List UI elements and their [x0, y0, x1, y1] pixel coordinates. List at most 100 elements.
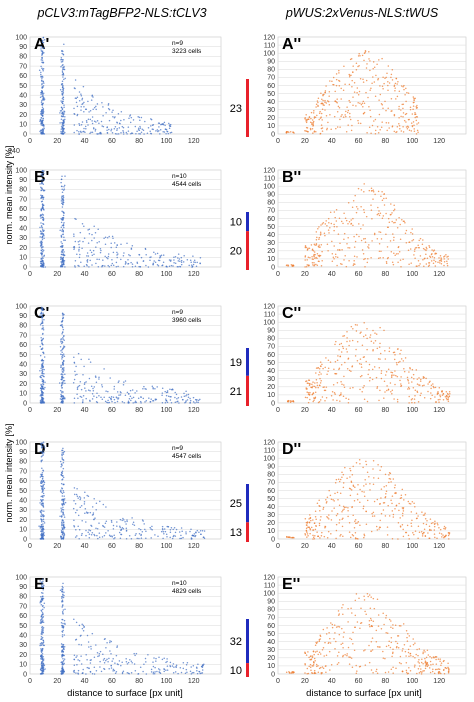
scatter-point — [317, 535, 320, 537]
scatter-point — [58, 382, 61, 384]
scatter-point — [61, 86, 64, 89]
y-tick-label: 30 — [267, 512, 275, 519]
scatter-point — [354, 194, 356, 197]
scatter-point — [60, 106, 63, 108]
scatter-point — [447, 666, 449, 669]
scatter-point — [344, 217, 347, 219]
x-tick-label: 120 — [433, 138, 445, 145]
scatter-point — [118, 394, 120, 396]
scatter-point — [172, 671, 175, 674]
scatter-point — [41, 520, 43, 522]
scatter-point — [94, 128, 97, 131]
x-tick-label: 40 — [81, 271, 89, 278]
scatter-point — [371, 625, 374, 628]
scatter-point — [324, 234, 326, 237]
scatter-point — [336, 359, 339, 362]
scatter-point — [62, 130, 65, 133]
scatter-point — [343, 238, 345, 240]
scatter-point — [306, 127, 309, 129]
scatter-point — [95, 381, 98, 383]
scatter-point — [125, 529, 128, 532]
scatter-point — [308, 393, 311, 396]
scatter-point — [405, 662, 408, 664]
scatter-point — [408, 129, 411, 131]
scatter-point — [429, 528, 431, 531]
scatter-point — [162, 531, 165, 533]
scatter-point — [41, 75, 43, 78]
scatter-point — [77, 241, 80, 243]
scatter-point — [40, 194, 42, 197]
scatter-point — [103, 657, 106, 660]
scatter-point — [397, 253, 399, 255]
scatter-point — [378, 113, 381, 116]
scatter-point — [313, 254, 315, 257]
scatter-point — [101, 102, 103, 104]
scatter-point — [79, 506, 81, 509]
scatter-point — [192, 263, 195, 266]
scatter-point — [354, 324, 357, 326]
scatter-point — [161, 264, 163, 267]
scatter-point — [90, 645, 92, 648]
y-tick-label: 40 — [19, 498, 27, 505]
scatter-point — [61, 470, 64, 472]
scatter-point — [190, 264, 193, 266]
scatter-point — [378, 250, 381, 253]
scatter-point — [387, 65, 390, 67]
scatter-point — [420, 668, 422, 670]
scatter-point — [91, 233, 93, 236]
scatter-point — [159, 672, 162, 674]
scatter-point — [333, 245, 335, 247]
scatter-point — [40, 257, 43, 260]
scatter-point — [424, 667, 427, 670]
scatter-point — [169, 528, 172, 531]
scatter-point — [61, 534, 64, 536]
scatter-point — [341, 471, 343, 473]
scatter-point — [41, 227, 44, 229]
scatter-point — [338, 367, 341, 369]
scatter-point — [62, 328, 65, 331]
scatter-point — [312, 132, 314, 134]
x-tick-label: 100 — [161, 543, 173, 550]
scatter-point — [315, 379, 318, 381]
scatter-point — [394, 383, 396, 386]
scatter-point — [62, 133, 65, 135]
scatter-point — [404, 357, 407, 359]
scatter-point — [61, 663, 63, 666]
scatter-point — [110, 521, 113, 523]
scatter-point — [105, 506, 107, 508]
scatter-point — [377, 625, 380, 627]
scatter-point — [42, 249, 45, 251]
scatter-point — [408, 118, 410, 121]
scatter-point — [62, 379, 65, 382]
scatter-point — [167, 395, 170, 398]
scatter-point — [441, 536, 443, 538]
scatter-point — [93, 386, 96, 388]
scatter-point — [375, 74, 377, 77]
scatter-point — [319, 382, 322, 384]
scatter-point — [319, 399, 322, 401]
scatter-point — [316, 253, 319, 255]
scatter-point — [200, 533, 202, 536]
scatter-point — [139, 400, 142, 403]
scatter-point — [292, 131, 294, 133]
scatter-point — [96, 120, 99, 122]
scatter-point — [103, 237, 105, 239]
scatter-point — [333, 624, 336, 626]
scatter-point — [123, 402, 125, 404]
scatter-point — [180, 671, 183, 674]
scatter-point — [348, 99, 350, 102]
scatter-point — [64, 501, 67, 504]
x-tick-label: 0 — [28, 271, 32, 278]
bar-segment — [246, 522, 249, 542]
scatter-point — [402, 258, 404, 261]
scatter-point — [39, 643, 42, 645]
scatter-point — [439, 660, 441, 663]
scatter-point — [385, 371, 388, 373]
scatter-point — [353, 82, 356, 84]
scatter-point — [379, 352, 382, 355]
scatter-point — [147, 654, 149, 656]
scatter-point — [405, 87, 407, 90]
scatter-point — [41, 473, 44, 476]
scatter-point — [40, 65, 42, 68]
scatter-point — [313, 399, 315, 401]
